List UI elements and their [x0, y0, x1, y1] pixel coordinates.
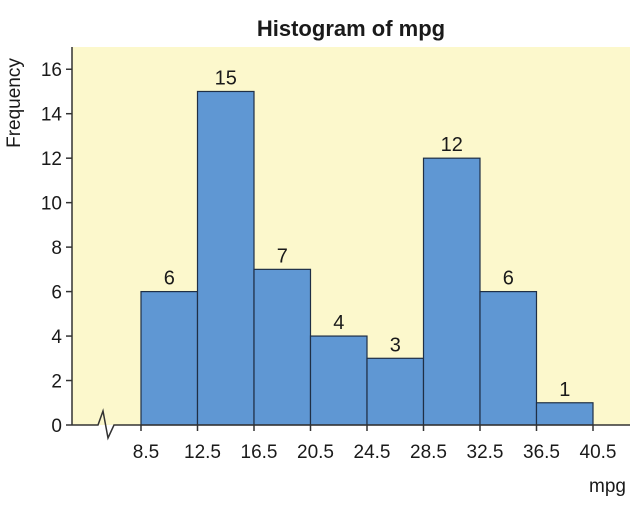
bar-value-label: 4: [333, 312, 344, 334]
bar-value-label: 15: [215, 67, 237, 89]
chart-title: Histogram of mpg: [257, 16, 445, 41]
bar-value-label: 1: [559, 379, 570, 401]
bars-group: [140, 90, 594, 426]
histogram-bar: [196, 90, 255, 426]
x-tick-label: 20.5: [297, 442, 334, 463]
histogram-bar: [253, 268, 312, 426]
histogram-bar: [309, 335, 368, 426]
bar-value-label: 7: [277, 245, 288, 267]
bar-value-label: 6: [164, 268, 175, 290]
x-tick-label: 36.5: [523, 442, 560, 463]
y-tick-label: 12: [41, 149, 62, 170]
y-tick-label: 10: [41, 194, 62, 215]
y-tick-label: 16: [41, 60, 62, 81]
bar-value-label: 6: [503, 268, 514, 290]
y-tick-label: 8: [51, 238, 62, 259]
data-labels-group: 6 15 7 4 3 12 6 1: [164, 67, 571, 400]
x-tick-label: 40.5: [580, 442, 617, 463]
histogram-bar: [422, 157, 481, 426]
x-tick-label: 12.5: [184, 442, 221, 463]
y-tick-label: 0: [51, 416, 62, 437]
y-tick-label: 4: [51, 327, 62, 348]
y-tick-label: 2: [51, 372, 62, 393]
bar-value-label: 3: [390, 334, 401, 356]
y-tick-label: 14: [41, 105, 63, 126]
x-tick-label: 16.5: [241, 442, 278, 463]
x-tick-label: 32.5: [467, 442, 504, 463]
x-axis-label: mpg: [589, 476, 626, 497]
x-tick-label: 28.5: [410, 442, 447, 463]
y-axis-label: Frequency: [4, 58, 25, 148]
histogram-bar: [479, 290, 538, 426]
histogram-bar: [535, 402, 594, 426]
x-axis: 8.5 12.5 16.5 20.5 24.5 28.5 32.5 36.5 40.5: [72, 408, 630, 463]
y-tick-label: 6: [51, 283, 62, 304]
x-tick-label: 8.5: [133, 442, 159, 463]
x-tick-label: 24.5: [354, 442, 391, 463]
bar-value-label: 12: [441, 134, 463, 156]
y-axis: 0 2 4 6 8 10 12 14 16: [41, 47, 73, 437]
histogram-bar: [366, 357, 425, 426]
histogram-bar: [140, 290, 199, 426]
x-axis-line: [72, 408, 630, 441]
